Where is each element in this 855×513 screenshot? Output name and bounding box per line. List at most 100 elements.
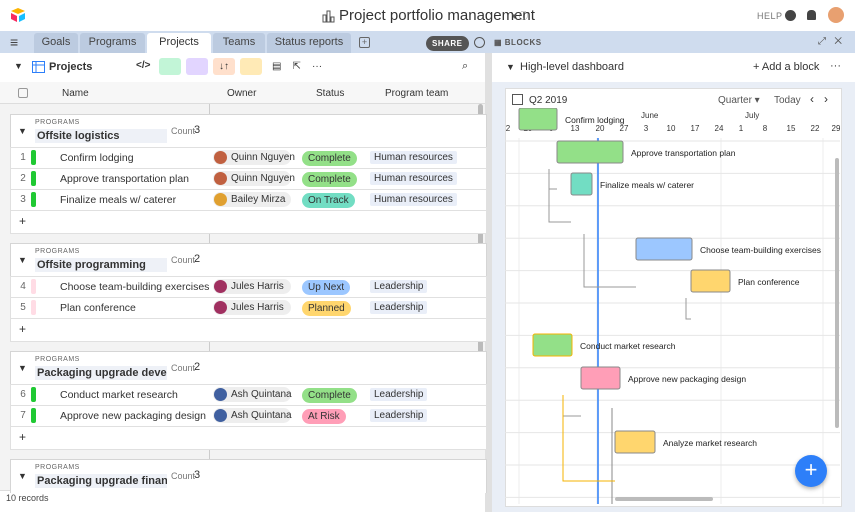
today-button[interactable]: Today <box>774 95 801 106</box>
grid-icon <box>32 61 45 73</box>
gantt-bar <box>614 430 656 454</box>
base-title[interactable]: Project portfolio management <box>339 7 535 24</box>
toolbar-icon[interactable]: </> <box>136 60 151 71</box>
owner: Jules Harris <box>231 302 284 313</box>
owner-pill <box>213 387 291 402</box>
add-row[interactable]: + <box>10 426 487 450</box>
tab[interactable]: Teams <box>213 33 265 53</box>
nav-arrows[interactable]: ‹ › <box>810 92 828 106</box>
pane-divider[interactable] <box>485 53 492 512</box>
sort-button[interactable]: ↓↑ <box>213 58 235 75</box>
column-name[interactable]: Status <box>316 88 345 99</box>
row-number: 1 <box>20 152 26 163</box>
group-toggle[interactable]: ▼ <box>18 255 27 265</box>
gantt-label: Confirm lodging <box>565 115 625 125</box>
day-label: 1 <box>739 124 744 133</box>
row-number: 6 <box>20 389 26 400</box>
scale[interactable]: Quarter ▾ <box>718 95 760 106</box>
dashboard-title: High-level dashboard <box>520 61 624 73</box>
day-label: 22 <box>811 124 820 133</box>
owner: Bailey Mirza <box>231 194 286 205</box>
add-row[interactable]: + <box>10 210 487 234</box>
collapse[interactable]: ▼ <box>506 62 515 72</box>
status: Up Next <box>302 280 351 295</box>
share-button[interactable]: SHARE <box>426 36 469 51</box>
title-menu[interactable]: ▾ ⓘ <box>512 11 529 21</box>
owner-pill <box>213 171 291 186</box>
gantt-label: Approve transportation plan <box>631 148 736 158</box>
day-label: 17 <box>691 124 700 133</box>
owner-pill <box>213 192 291 207</box>
tab[interactable]: Programs <box>80 33 145 53</box>
period: Q2 2019 <box>529 95 568 106</box>
count-label: Count <box>171 255 196 265</box>
row-number: 5 <box>20 302 26 313</box>
toolbar-more[interactable]: ▤ ⇱ ··· <box>272 61 323 72</box>
scale-label: Quarter <box>718 95 752 106</box>
help-icon[interactable] <box>785 10 796 21</box>
view-menu[interactable]: ▼ <box>14 61 23 71</box>
owner: Jules Harris <box>231 281 284 292</box>
task-name: Approve transportation plan <box>60 173 189 185</box>
count: 3 <box>194 124 201 136</box>
group-label: PROGRAMS <box>35 119 80 126</box>
program-team: Human resources <box>370 193 457 206</box>
column-name[interactable]: Program team <box>385 88 449 99</box>
row-color <box>31 387 36 402</box>
owner-pill <box>213 300 291 315</box>
count-label: Count <box>171 471 196 481</box>
row-color <box>31 279 36 294</box>
color-button[interactable] <box>240 58 262 75</box>
add-row[interactable]: + <box>10 318 487 342</box>
tab[interactable]: Goals <box>34 33 78 53</box>
dependency <box>685 298 691 320</box>
group-toggle[interactable]: ▼ <box>18 471 27 481</box>
dependency <box>583 234 636 288</box>
row-color <box>31 408 36 423</box>
history-icon[interactable] <box>474 37 485 48</box>
group-toggle[interactable]: ▼ <box>18 126 27 136</box>
owner-avatar <box>214 151 227 164</box>
count: 3 <box>194 469 201 481</box>
dashboard-more[interactable]: ··· <box>830 60 841 72</box>
count: 2 <box>194 253 201 265</box>
blocks-button[interactable]: ▦ BLOCKS <box>494 38 542 47</box>
group-label: PROGRAMS <box>35 356 80 363</box>
program-team: Leadership <box>370 388 428 401</box>
status: At Risk <box>302 409 346 424</box>
sidebar-toggle[interactable] <box>512 94 523 105</box>
gantt-label: Choose team-building exercises <box>700 245 821 255</box>
help[interactable]: HELP <box>757 11 783 21</box>
program-team: Leadership <box>370 409 428 422</box>
v-scrollbar <box>835 158 839 428</box>
day-label: 3 <box>644 124 649 133</box>
column-name[interactable]: Owner <box>227 88 257 99</box>
day-label: 20 <box>596 124 605 133</box>
fab-add[interactable]: + <box>795 455 827 487</box>
month-label: July <box>745 111 759 120</box>
tab[interactable]: Projects <box>147 33 211 53</box>
logo[interactable] <box>10 8 26 22</box>
group-toggle[interactable]: ▼ <box>18 363 27 373</box>
tab[interactable]: Status reports <box>267 33 351 53</box>
dependency <box>548 169 557 190</box>
owner: Quinn Nguyen <box>231 152 295 163</box>
gantt-bar <box>570 172 593 196</box>
notifications[interactable] <box>807 10 816 20</box>
base-icon <box>322 10 335 23</box>
owner-pill <box>213 408 291 423</box>
column-header <box>0 82 485 104</box>
select-all[interactable] <box>18 88 28 98</box>
filter-button[interactable] <box>159 58 181 75</box>
window-controls[interactable]: ⤢ ✕ <box>818 36 842 47</box>
row-number: 7 <box>20 410 26 421</box>
menu-icon[interactable]: ≡ <box>10 34 19 50</box>
group-label: PROGRAMS <box>35 248 80 255</box>
search[interactable]: ⌕ <box>462 60 469 72</box>
column-name[interactable]: Name <box>62 88 89 99</box>
add-tab[interactable]: + <box>359 37 370 48</box>
add-block[interactable]: + Add a block <box>753 61 820 73</box>
view-name[interactable]: Projects <box>49 61 93 73</box>
group-button[interactable] <box>186 58 208 75</box>
avatar[interactable] <box>828 7 844 23</box>
